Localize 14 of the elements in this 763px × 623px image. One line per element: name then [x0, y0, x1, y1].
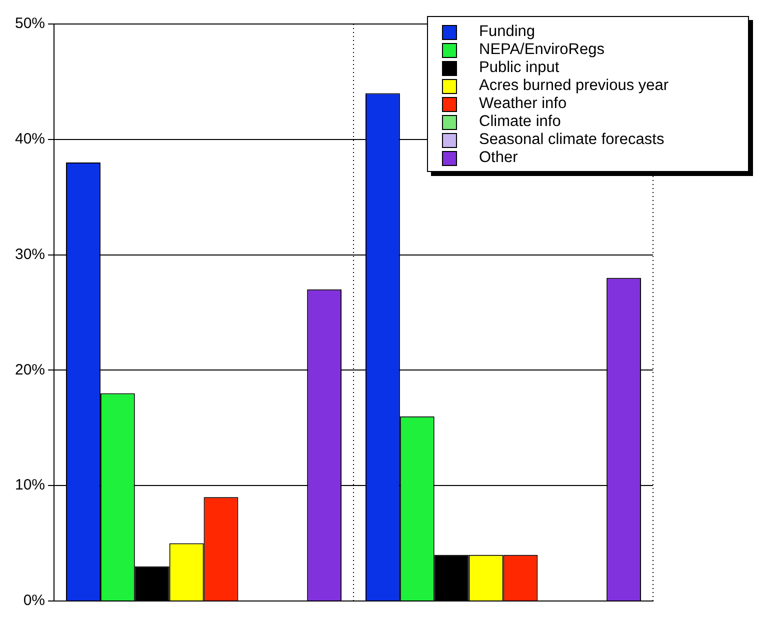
y-tick-label: 20% — [14, 361, 46, 378]
y-tick-label: 10% — [14, 476, 46, 494]
legend-label: Climate info — [479, 113, 561, 131]
legend-label: Funding — [479, 23, 536, 41]
legend-label: Public input — [479, 59, 560, 77]
legend-label: NEPA/EnviroRegs — [479, 41, 604, 59]
legend-label: Other — [479, 149, 518, 167]
y-tick-label: 40% — [14, 130, 46, 148]
y-tick-label: 50% — [14, 15, 46, 32]
legend-label: Acres burned previous year — [479, 77, 669, 95]
y-tick-label: 0% — [23, 592, 46, 610]
legend-label: Seasonal climate forecasts — [479, 131, 664, 149]
y-tick-label: 30% — [14, 246, 46, 263]
legend-label: Weather info — [479, 95, 567, 113]
